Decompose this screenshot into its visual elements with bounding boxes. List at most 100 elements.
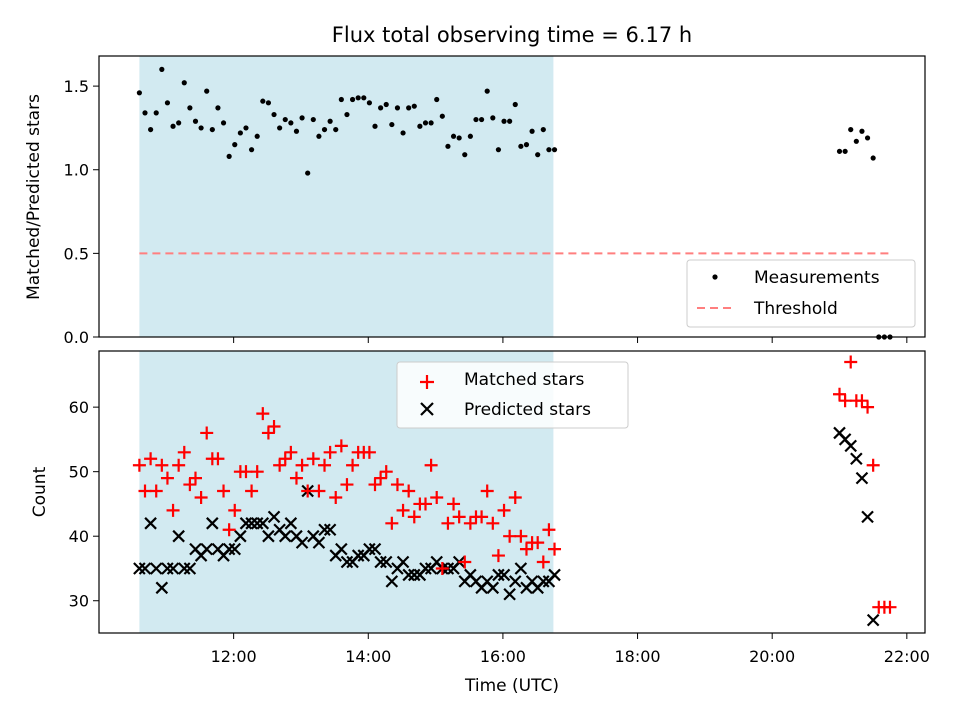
matched-point: [855, 394, 869, 408]
measurement-point: [209, 126, 215, 133]
predicted-point: [138, 562, 152, 575]
predicted-point: [419, 562, 432, 575]
matched-point: [273, 458, 287, 472]
predicted-point: [537, 575, 550, 588]
predicted-point: [396, 555, 410, 569]
matched-point: [838, 394, 852, 408]
predicted-point: [256, 517, 270, 530]
matched-point: [514, 529, 528, 543]
ytick-label: 60: [69, 398, 89, 417]
predicted-point: [379, 555, 393, 569]
matched-point: [458, 555, 472, 569]
predicted-point: [492, 568, 505, 582]
measurement-point: [355, 95, 361, 101]
predicted-point: [844, 439, 858, 453]
measurement-point: [546, 147, 552, 153]
matched-point: [491, 549, 505, 563]
measurement-point: [198, 125, 204, 131]
matched-point: [503, 529, 517, 543]
matched-point: [289, 471, 303, 485]
matched-point: [424, 458, 438, 472]
measurement-point: [842, 148, 848, 154]
predicted-point: [508, 575, 522, 588]
ytick-label: 0.5: [64, 244, 89, 263]
matched-point: [172, 458, 186, 472]
measurement-point: [434, 96, 440, 103]
legend-matched: Matched stars: [464, 370, 584, 390]
measurement-point: [535, 152, 541, 158]
matched-point: [132, 458, 146, 472]
bottom-xticks: 12:00 14:00 16:00 18:00 20:00 22:00: [211, 633, 930, 666]
measurement-point: [859, 128, 865, 134]
legend-threshold: Threshold: [753, 299, 838, 319]
measurement-point: [836, 148, 843, 154]
matched-point: [301, 484, 315, 498]
matched-point: [435, 561, 449, 575]
predicted-point: [486, 581, 500, 595]
predicted-point: [368, 542, 382, 556]
matched-point: [217, 484, 231, 498]
matched-point: [883, 600, 897, 614]
predicted-point: [245, 517, 258, 530]
measurement-point: [232, 142, 238, 148]
predicted-point: [206, 517, 219, 530]
bottom-legend: Matched stars Predicted stars: [396, 361, 629, 429]
measurement-point: [153, 110, 159, 116]
measurement-point: [383, 101, 389, 108]
matched-point: [334, 439, 348, 453]
legend-predicted: Predicted stars: [464, 400, 591, 420]
measurement-point: [192, 118, 199, 124]
bottom-plot-frame: [98, 350, 926, 634]
measurement-point: [344, 111, 350, 118]
ytick-label: 1.5: [64, 77, 89, 96]
predicted-point: [374, 555, 387, 569]
predicted-legend-marker: [420, 402, 434, 416]
measurement-point: [389, 121, 395, 128]
predicted-point: [161, 562, 174, 575]
measurement-point: [478, 116, 485, 123]
measurement-point: [361, 95, 367, 101]
measurement-point: [170, 123, 176, 129]
matched-point: [256, 407, 270, 421]
predicted-point: [166, 562, 180, 575]
matched-point: [542, 523, 556, 537]
top-xticks: [233, 337, 908, 343]
predicted-point: [318, 523, 331, 537]
matched-point: [379, 465, 393, 479]
measurement-point: [349, 96, 356, 103]
matched-point: [306, 452, 320, 466]
measurement-point: [501, 118, 507, 124]
predicted-point: [177, 562, 191, 575]
matched-point: [519, 542, 533, 556]
top-legend-box: [686, 259, 916, 328]
predicted-point: [855, 471, 869, 485]
matched-point: [480, 484, 494, 498]
matched-point: [548, 542, 562, 556]
matched-point: [245, 484, 259, 498]
measurement-point: [321, 126, 328, 133]
matched-point: [183, 478, 197, 492]
predicted-point: [262, 529, 275, 543]
predicted-point: [183, 562, 197, 575]
predicted-point: [340, 555, 354, 569]
matched-point: [261, 426, 275, 440]
matched-points: [132, 355, 897, 614]
legend-measurements: Measurements: [754, 268, 880, 288]
measurement-point: [422, 120, 429, 126]
matched-point: [160, 471, 174, 485]
predicted-point: [172, 529, 185, 543]
measurement-point: [136, 90, 142, 96]
bottom-xlabel: Time (UTC): [464, 676, 559, 696]
measurement-point: [299, 115, 305, 121]
measurement-point: [187, 105, 193, 111]
predicted-point: [200, 542, 213, 556]
matched-point: [222, 523, 236, 537]
predicted-point: [278, 529, 292, 543]
measurement-point: [215, 105, 221, 111]
predicted-point: [144, 517, 157, 530]
matched-point: [833, 387, 847, 401]
predicted-point: [149, 562, 163, 575]
matched-point: [402, 484, 416, 498]
measurement-point: [248, 147, 255, 153]
ytick-label: 1.0: [64, 161, 89, 180]
